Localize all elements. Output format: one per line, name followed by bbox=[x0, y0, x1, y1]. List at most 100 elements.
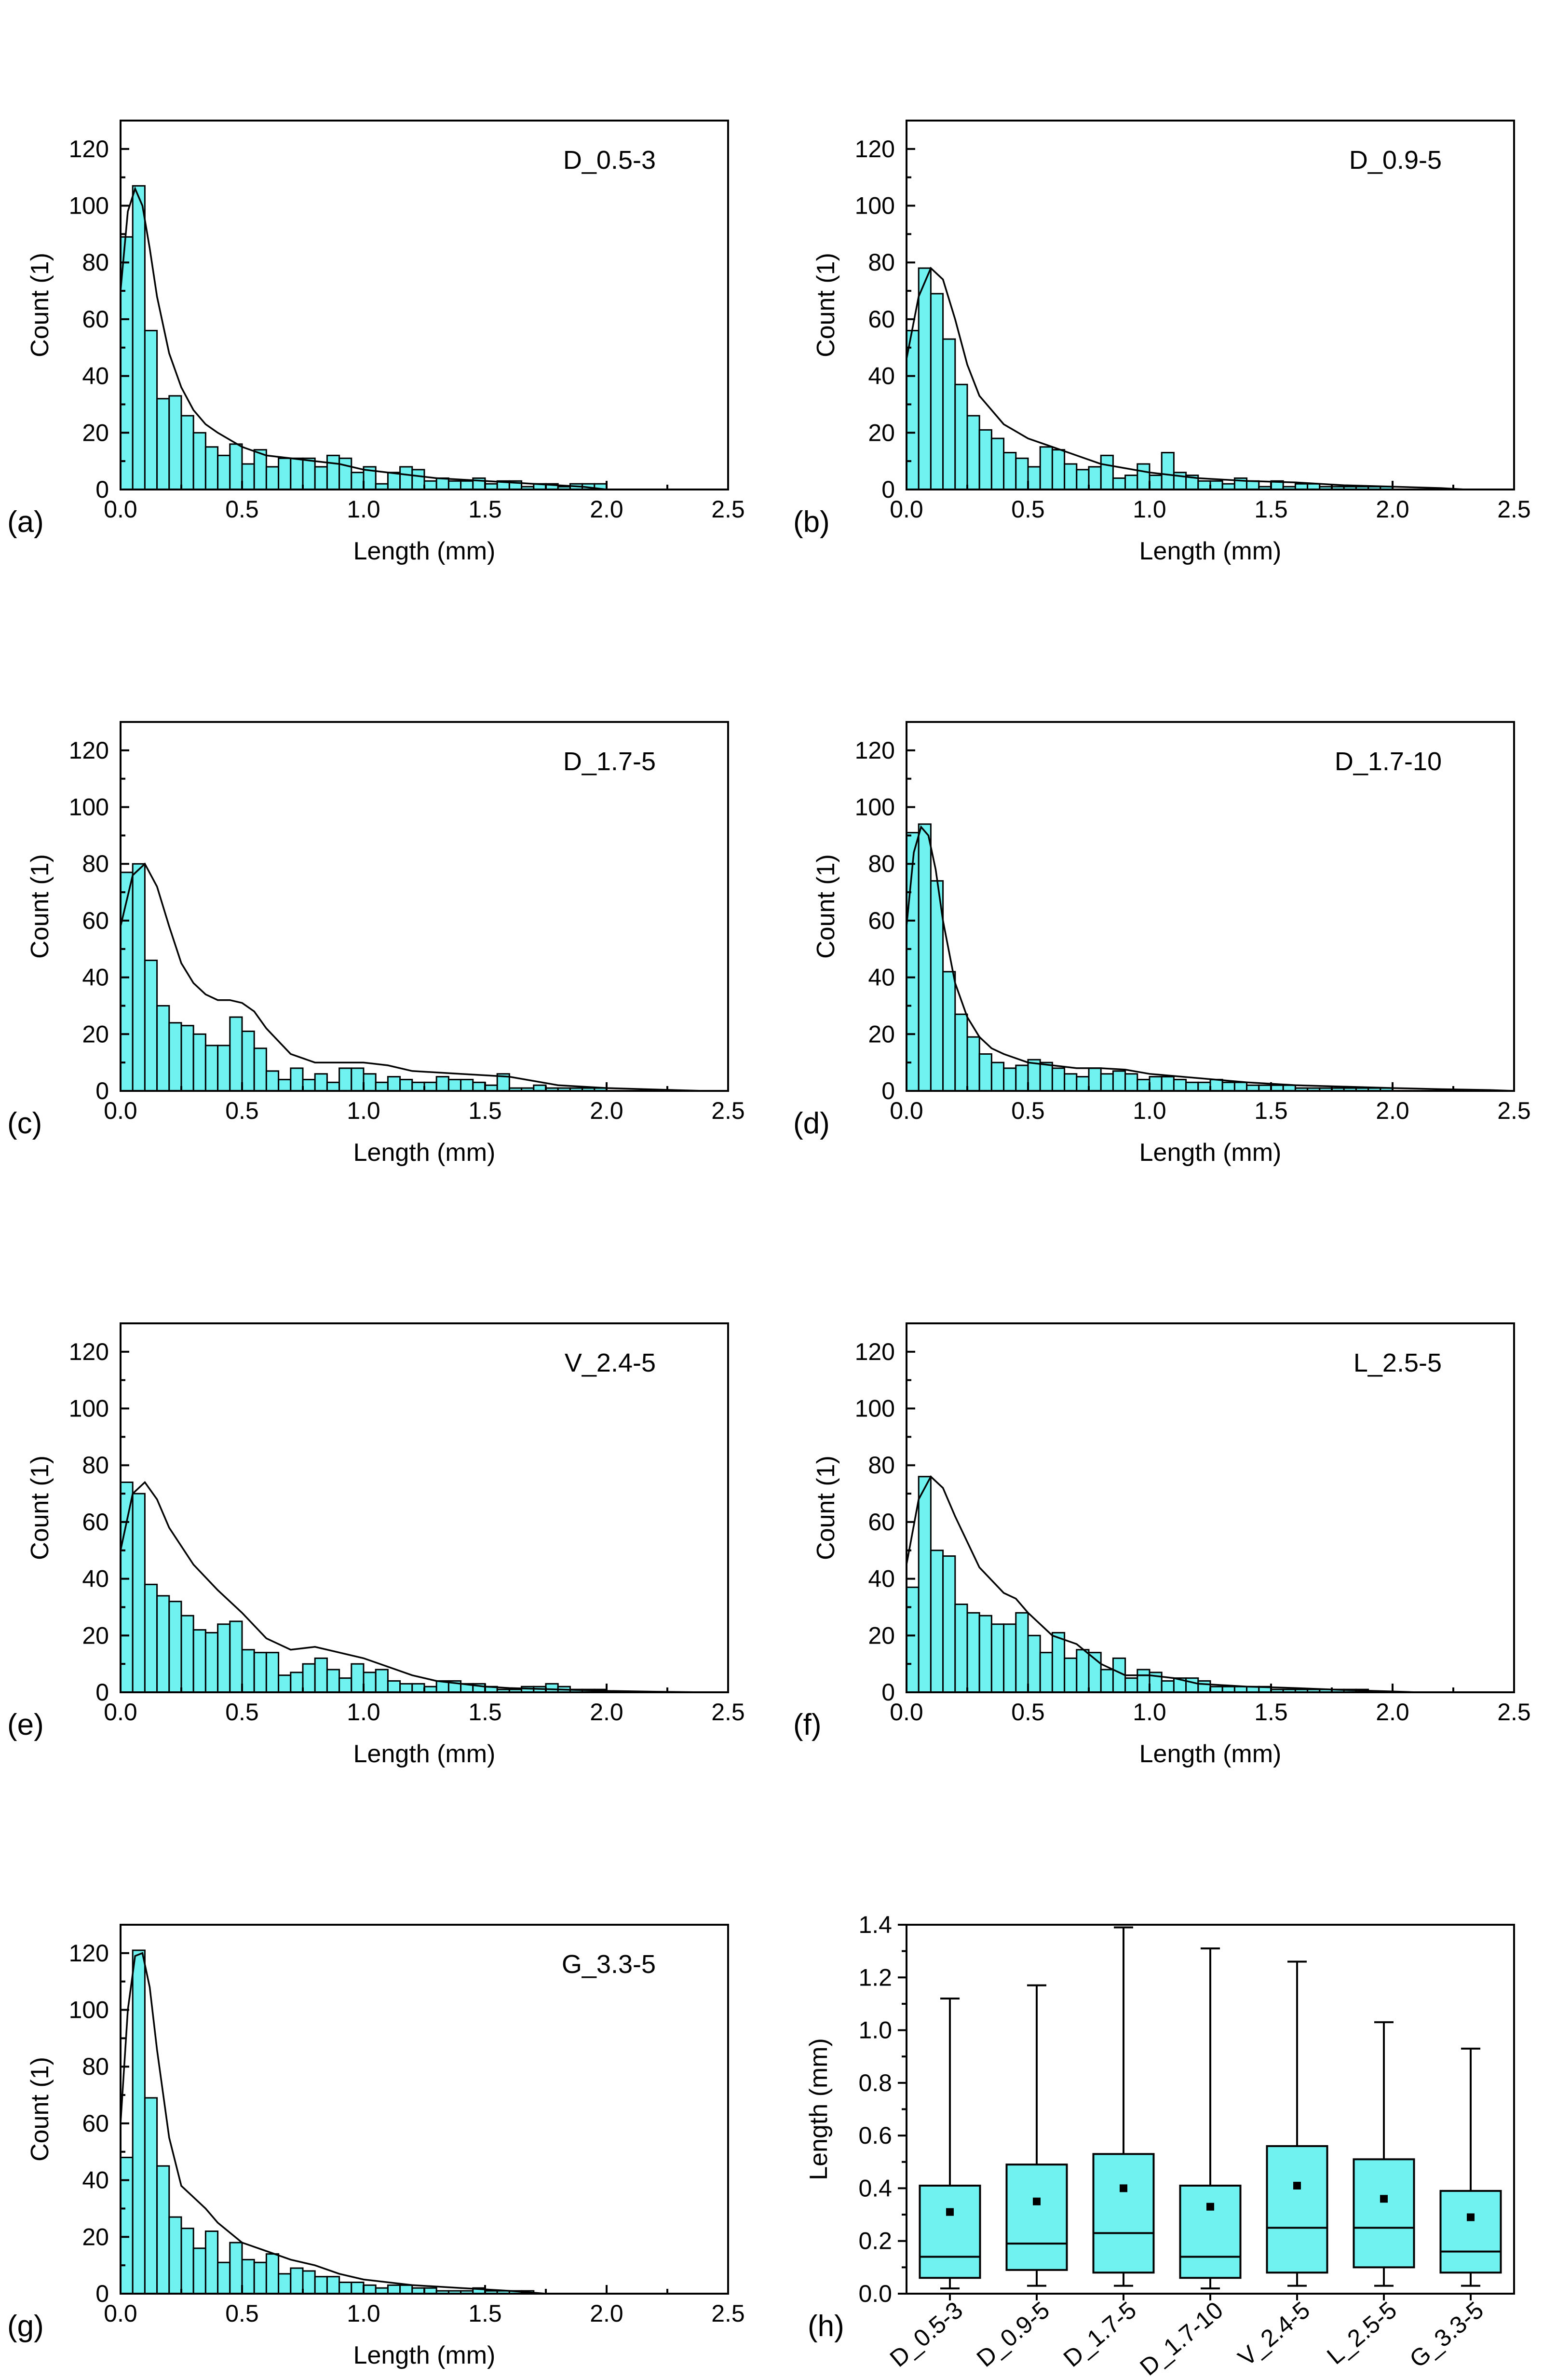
histogram-bar bbox=[990, 1623, 1005, 1693]
x-tick-label: 0.0 bbox=[104, 1699, 137, 1726]
histogram-bar bbox=[241, 1649, 255, 1693]
y-tick-label: 40 bbox=[82, 2167, 109, 2194]
x-tick-label: 2.5 bbox=[711, 1699, 745, 1726]
y-tick-label: 0 bbox=[95, 2280, 109, 2307]
histogram-bar bbox=[399, 1683, 413, 1693]
histogram-bar bbox=[314, 2276, 328, 2295]
y-tick-label: 20 bbox=[82, 1622, 109, 1649]
histogram-bar bbox=[265, 1070, 280, 1092]
y-axis-title: Count (1) bbox=[812, 854, 840, 959]
histogram-bar bbox=[918, 823, 932, 1092]
histogram-bar bbox=[1015, 1612, 1029, 1693]
histogram-bar bbox=[1051, 1067, 1066, 1092]
y-tick-label: 0 bbox=[95, 476, 109, 503]
histogram-bar bbox=[1161, 1076, 1175, 1092]
y-axis-title: Length (mm) bbox=[805, 2038, 833, 2180]
histogram-bar bbox=[387, 472, 401, 490]
x-tick-label: 0.0 bbox=[104, 2300, 137, 2327]
histogram-bar bbox=[1112, 477, 1126, 490]
histogram-bar bbox=[387, 1680, 401, 1693]
histogram-bar bbox=[399, 466, 413, 490]
x-tick-label: 2.0 bbox=[590, 496, 623, 523]
histogram-bar bbox=[1197, 1081, 1211, 1092]
series-label: L_2.5-5 bbox=[1354, 1348, 1442, 1377]
histogram-bar bbox=[387, 2284, 401, 2295]
histogram-bar bbox=[954, 1604, 968, 1693]
histogram-bar bbox=[423, 1081, 437, 1092]
histogram-bar bbox=[302, 2270, 316, 2295]
series-label: D_0.5-3 bbox=[563, 146, 656, 175]
x-tick-label: 2.5 bbox=[711, 2300, 745, 2327]
x-tick-label: 1.0 bbox=[1133, 1097, 1166, 1124]
y-axis-title: Count (1) bbox=[26, 253, 54, 357]
histogram-bar bbox=[168, 2216, 182, 2295]
histogram-bar bbox=[1209, 480, 1223, 490]
histogram-bar bbox=[253, 1652, 267, 1693]
series-label: D_1.7-5 bbox=[563, 747, 656, 776]
histogram-bar bbox=[314, 1657, 328, 1693]
histogram-bar bbox=[435, 1076, 449, 1092]
histogram-bar bbox=[978, 429, 992, 490]
histogram-bar bbox=[1088, 1067, 1102, 1092]
histogram-bar bbox=[942, 338, 956, 490]
x-tick-label: 1.5 bbox=[468, 496, 502, 523]
x-tick-label: 2.0 bbox=[590, 1699, 623, 1726]
x-tick-label: 1.0 bbox=[347, 496, 380, 523]
histogram-bar bbox=[942, 1555, 956, 1693]
histogram-bar bbox=[363, 2284, 377, 2295]
histogram-bar bbox=[435, 477, 449, 490]
distribution-curve bbox=[906, 1475, 1417, 1693]
histogram-bar bbox=[120, 1482, 134, 1693]
y-tick-label: 60 bbox=[82, 306, 109, 333]
histogram-bar bbox=[1233, 1081, 1248, 1092]
distribution-curve bbox=[120, 186, 607, 490]
histogram-bar bbox=[1161, 1680, 1175, 1693]
series-label: D_0.9-5 bbox=[1349, 146, 1442, 175]
histogram-bar bbox=[144, 1583, 158, 1693]
histogram-bar bbox=[978, 1615, 992, 1693]
histogram-bar bbox=[1003, 452, 1017, 490]
y-tick-label: 80 bbox=[82, 2053, 109, 2080]
histogram-panel-a: 0.0 0.5 1.0 1.5 2.0 2.5 0 20 40 60 80 100 120 Length … bbox=[7, 120, 745, 565]
histogram-bar bbox=[1003, 1623, 1017, 1693]
panel-label: (d) bbox=[793, 1107, 830, 1140]
histogram-bar bbox=[204, 446, 219, 490]
histogram-bar bbox=[1064, 1657, 1078, 1693]
histogram-bar bbox=[906, 329, 920, 490]
iqr-box bbox=[919, 2184, 981, 2279]
histogram-bar bbox=[1137, 1078, 1150, 1092]
histogram-bar bbox=[338, 1067, 352, 1092]
histogram-bar bbox=[180, 1025, 194, 1092]
x-tick-label: 2.5 bbox=[711, 1097, 745, 1124]
histogram-bar bbox=[278, 1674, 292, 1693]
histogram-bar bbox=[351, 472, 365, 490]
y-tick-label: 80 bbox=[868, 1452, 895, 1479]
y-tick-label: 100 bbox=[69, 1395, 109, 1422]
y-tick-label: 40 bbox=[82, 1565, 109, 1592]
histogram-bar bbox=[338, 457, 352, 490]
histogram-bar bbox=[278, 1078, 292, 1092]
y-tick-label: 60 bbox=[82, 2110, 109, 2137]
y-tick-label: 60 bbox=[82, 907, 109, 934]
mean-marker bbox=[1206, 2203, 1214, 2211]
histogram-bar bbox=[966, 415, 980, 490]
distribution-curve bbox=[120, 862, 704, 1092]
y-tick-label: 80 bbox=[82, 1452, 109, 1479]
histogram-bar bbox=[338, 1677, 352, 1693]
histogram-bar bbox=[460, 480, 474, 490]
x-tick-label: 0.5 bbox=[1011, 1699, 1045, 1726]
histogram-bar bbox=[1149, 1076, 1163, 1092]
panel-label: (c) bbox=[7, 1107, 42, 1140]
y-tick-label: 60 bbox=[868, 907, 895, 934]
y-axis-title: Count (1) bbox=[812, 1455, 840, 1560]
histogram-bar bbox=[460, 1078, 474, 1092]
histogram-bar bbox=[1185, 1677, 1199, 1693]
series-label: G_3.3-5 bbox=[562, 1950, 656, 1979]
x-tick-label: 1.5 bbox=[468, 1699, 502, 1726]
histogram-bar bbox=[1051, 449, 1066, 490]
y-tick-label: 20 bbox=[82, 419, 109, 446]
y-tick-label: 40 bbox=[868, 363, 895, 390]
y-tick-label: 80 bbox=[868, 850, 895, 877]
histogram-bar bbox=[545, 1683, 559, 1693]
